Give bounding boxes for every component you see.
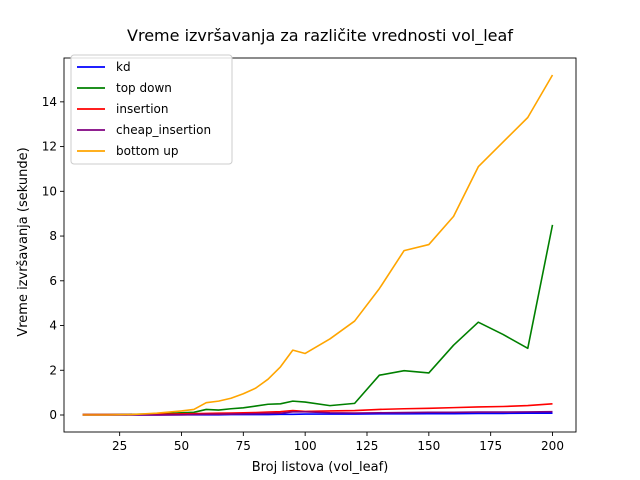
x-tick-label: 50: [174, 439, 189, 453]
legend-label-2: insertion: [116, 102, 169, 116]
legend-box: [70, 54, 233, 165]
x-tick-label: 200: [541, 439, 564, 453]
y-tick-label: 2: [49, 363, 57, 377]
x-tick-label: 125: [356, 439, 379, 453]
x-tick-label: 25: [112, 439, 127, 453]
y-tick-label: 0: [49, 408, 57, 422]
y-tick-label: 8: [49, 229, 57, 243]
y-tick-label: 4: [49, 319, 57, 333]
legend-label-3: cheap_insertion: [116, 123, 211, 137]
y-tick-label: 6: [49, 274, 57, 288]
x-tick-label: 75: [236, 439, 251, 453]
legend-label-1: top down: [116, 81, 172, 95]
legend-label-0: kd: [116, 60, 131, 74]
y-tick-label: 10: [42, 184, 57, 198]
legend-label-4: bottom up: [116, 144, 178, 158]
y-tick-label: 14: [42, 95, 57, 109]
y-axis-label: Vreme izvršavanja (sekunde): [16, 147, 31, 336]
x-axis-label: Broj listova (vol_leaf): [252, 460, 389, 475]
x-tick-label: 150: [417, 439, 440, 453]
axes-frame: [63, 57, 577, 433]
legend: kd top down insertion cheap_insertionbottom…: [70, 54, 233, 165]
series-line-1: [82, 224, 554, 416]
series-line-2: [82, 403, 553, 416]
series-line-3: [82, 410, 553, 416]
chart-title: Vreme izvršavanja za različite vrednosti…: [127, 26, 513, 46]
plot-area: 25 50 75 100 125 150 175 200 0 2 4 6 8 10 12 14: [42, 57, 577, 453]
y-tick-label: 12: [42, 140, 57, 154]
x-tick-label: 100: [294, 439, 317, 453]
x-tick-label: 175: [479, 439, 502, 453]
series-line-4: [82, 74, 554, 416]
